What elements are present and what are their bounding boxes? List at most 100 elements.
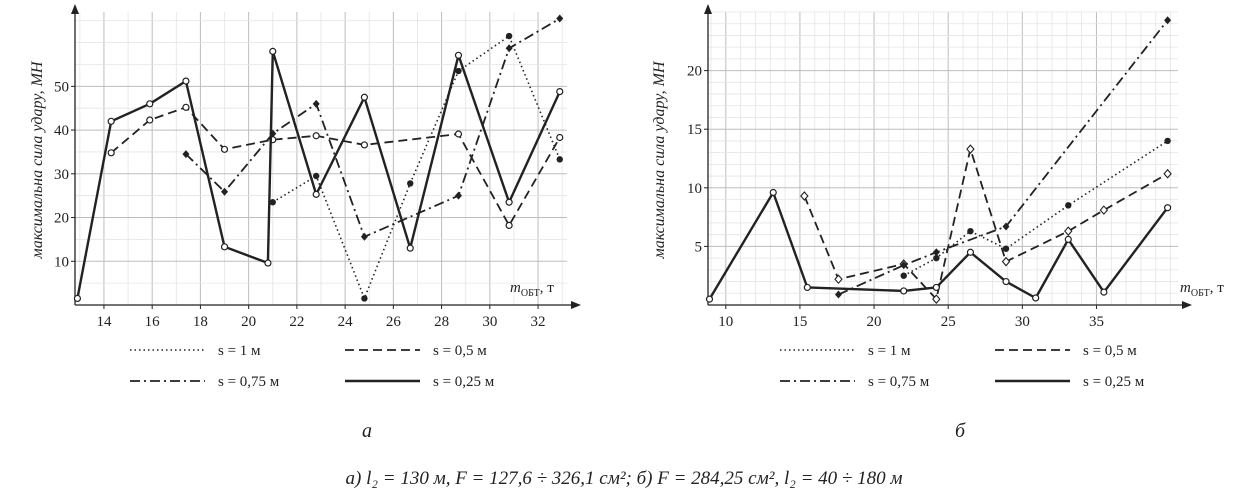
data-point	[769, 188, 777, 197]
series-line	[272, 35, 561, 300]
data-point	[1002, 245, 1010, 252]
data-point	[1099, 205, 1109, 215]
data-point	[360, 93, 369, 101]
x-axis-label: mОБТ, т	[510, 280, 554, 299]
data-point	[556, 87, 564, 96]
chart-a: 14 16 18 20 22 24 26 28 30 32 10 20 30 40 50 максимальн…	[29, 4, 581, 390]
data-point	[146, 100, 154, 108]
data-point	[312, 172, 320, 180]
series-b-2	[834, 16, 1172, 299]
data-point	[269, 199, 276, 206]
data-point	[932, 294, 941, 304]
series-a-1	[107, 103, 564, 230]
data-point	[966, 144, 975, 154]
data-point	[182, 103, 190, 111]
data-point	[505, 198, 513, 206]
data-point	[1065, 202, 1072, 209]
data-point	[834, 274, 843, 285]
data-point	[505, 221, 513, 230]
data-point	[1001, 256, 1011, 267]
x-axis-arrow	[571, 301, 581, 309]
x-tick-label: 22	[289, 314, 304, 330]
figure-caption: а) l₂ = 130 м, F = 127,6 ÷ 326,1 см²; б)…	[346, 468, 903, 489]
x-axis-label-sub: ОБТ	[521, 288, 540, 299]
data-point	[107, 117, 115, 125]
data-point	[454, 51, 463, 59]
x-tick-label: 18	[193, 314, 208, 330]
y-axis-label: максимальна сила удару, МН	[651, 60, 668, 259]
y-axis-label: максимальна сила удару, МН	[29, 60, 46, 259]
data-point	[360, 141, 369, 149]
data-point	[834, 290, 842, 299]
data-point	[966, 248, 975, 256]
data-point	[900, 287, 908, 295]
legend-label: s = 0,5 м	[433, 343, 487, 359]
data-point	[107, 149, 115, 157]
data-point	[455, 67, 462, 75]
data-point	[505, 44, 513, 53]
y-tick-label: 50	[54, 79, 69, 95]
x-tick-label: 35	[1089, 314, 1104, 330]
grid-b	[708, 11, 1178, 305]
x-axis-label-unit: , т	[540, 280, 555, 296]
data-point	[1164, 16, 1172, 25]
series-a-0	[269, 32, 563, 302]
data-point	[1164, 137, 1171, 145]
data-point	[556, 156, 563, 163]
x-tick-label: 15	[792, 314, 807, 330]
series-line	[185, 17, 561, 238]
y-tick-label: 40	[54, 123, 69, 139]
y-tick-label: 10	[687, 181, 702, 197]
data-point	[182, 77, 190, 85]
data-point	[146, 116, 154, 124]
legend-label: s = 0,25 м	[1083, 374, 1145, 390]
legend-label: s = 0,75 м	[218, 374, 280, 390]
series-a-3	[73, 47, 564, 303]
x-axis-arrow	[1182, 301, 1192, 309]
chart-b-sublabel: б	[955, 420, 966, 442]
legend-label: s = 1 м	[218, 343, 261, 359]
data-point	[1164, 204, 1172, 212]
x-tick-label: 20	[867, 314, 882, 330]
data-point	[361, 295, 368, 302]
legend-label: s = 0,5 м	[1083, 343, 1137, 359]
legend-label: s = 0,25 м	[433, 374, 495, 390]
data-point	[264, 259, 272, 267]
x-axis-label-var: m	[510, 280, 521, 296]
x-tick-label: 30	[482, 314, 497, 330]
y-tick-label: 30	[54, 167, 69, 183]
series-b-0	[900, 137, 1171, 279]
x-tick-label: 20	[241, 314, 256, 330]
y-axis-arrow	[704, 4, 712, 14]
x-tick-label: 25	[941, 314, 956, 330]
x-tick-label: 26	[386, 314, 402, 330]
x-axis-label-unit: , т	[1210, 280, 1225, 296]
series-line	[110, 106, 561, 227]
data-point	[1064, 235, 1072, 243]
data-point	[312, 132, 320, 140]
y-tick-label: 15	[687, 122, 702, 138]
x-tick-label: 14	[96, 314, 112, 330]
x-axis-label: mОБТ, т	[1180, 280, 1224, 299]
series-line	[903, 140, 1169, 277]
data-point	[800, 191, 809, 201]
y-tick-label: 20	[54, 211, 69, 227]
data-point	[73, 294, 82, 303]
data-point	[360, 232, 368, 241]
x-tick-label: 28	[434, 314, 449, 330]
data-point	[1100, 288, 1108, 296]
data-point	[556, 14, 564, 23]
data-point	[454, 191, 462, 200]
data-point	[220, 145, 229, 153]
data-point	[967, 227, 974, 235]
data-point	[221, 187, 229, 196]
data-point	[900, 261, 908, 270]
legend-label: s = 1 м	[868, 343, 911, 359]
data-point	[1002, 277, 1010, 286]
series-b-3	[705, 188, 1172, 303]
chart-b: 10 15 20 25 30 35 5 10 15 20 максимальна сила удар…	[651, 4, 1224, 390]
data-point	[312, 99, 320, 108]
x-axis-label-sub: ОБТ	[1191, 288, 1210, 299]
data-point	[900, 272, 907, 279]
